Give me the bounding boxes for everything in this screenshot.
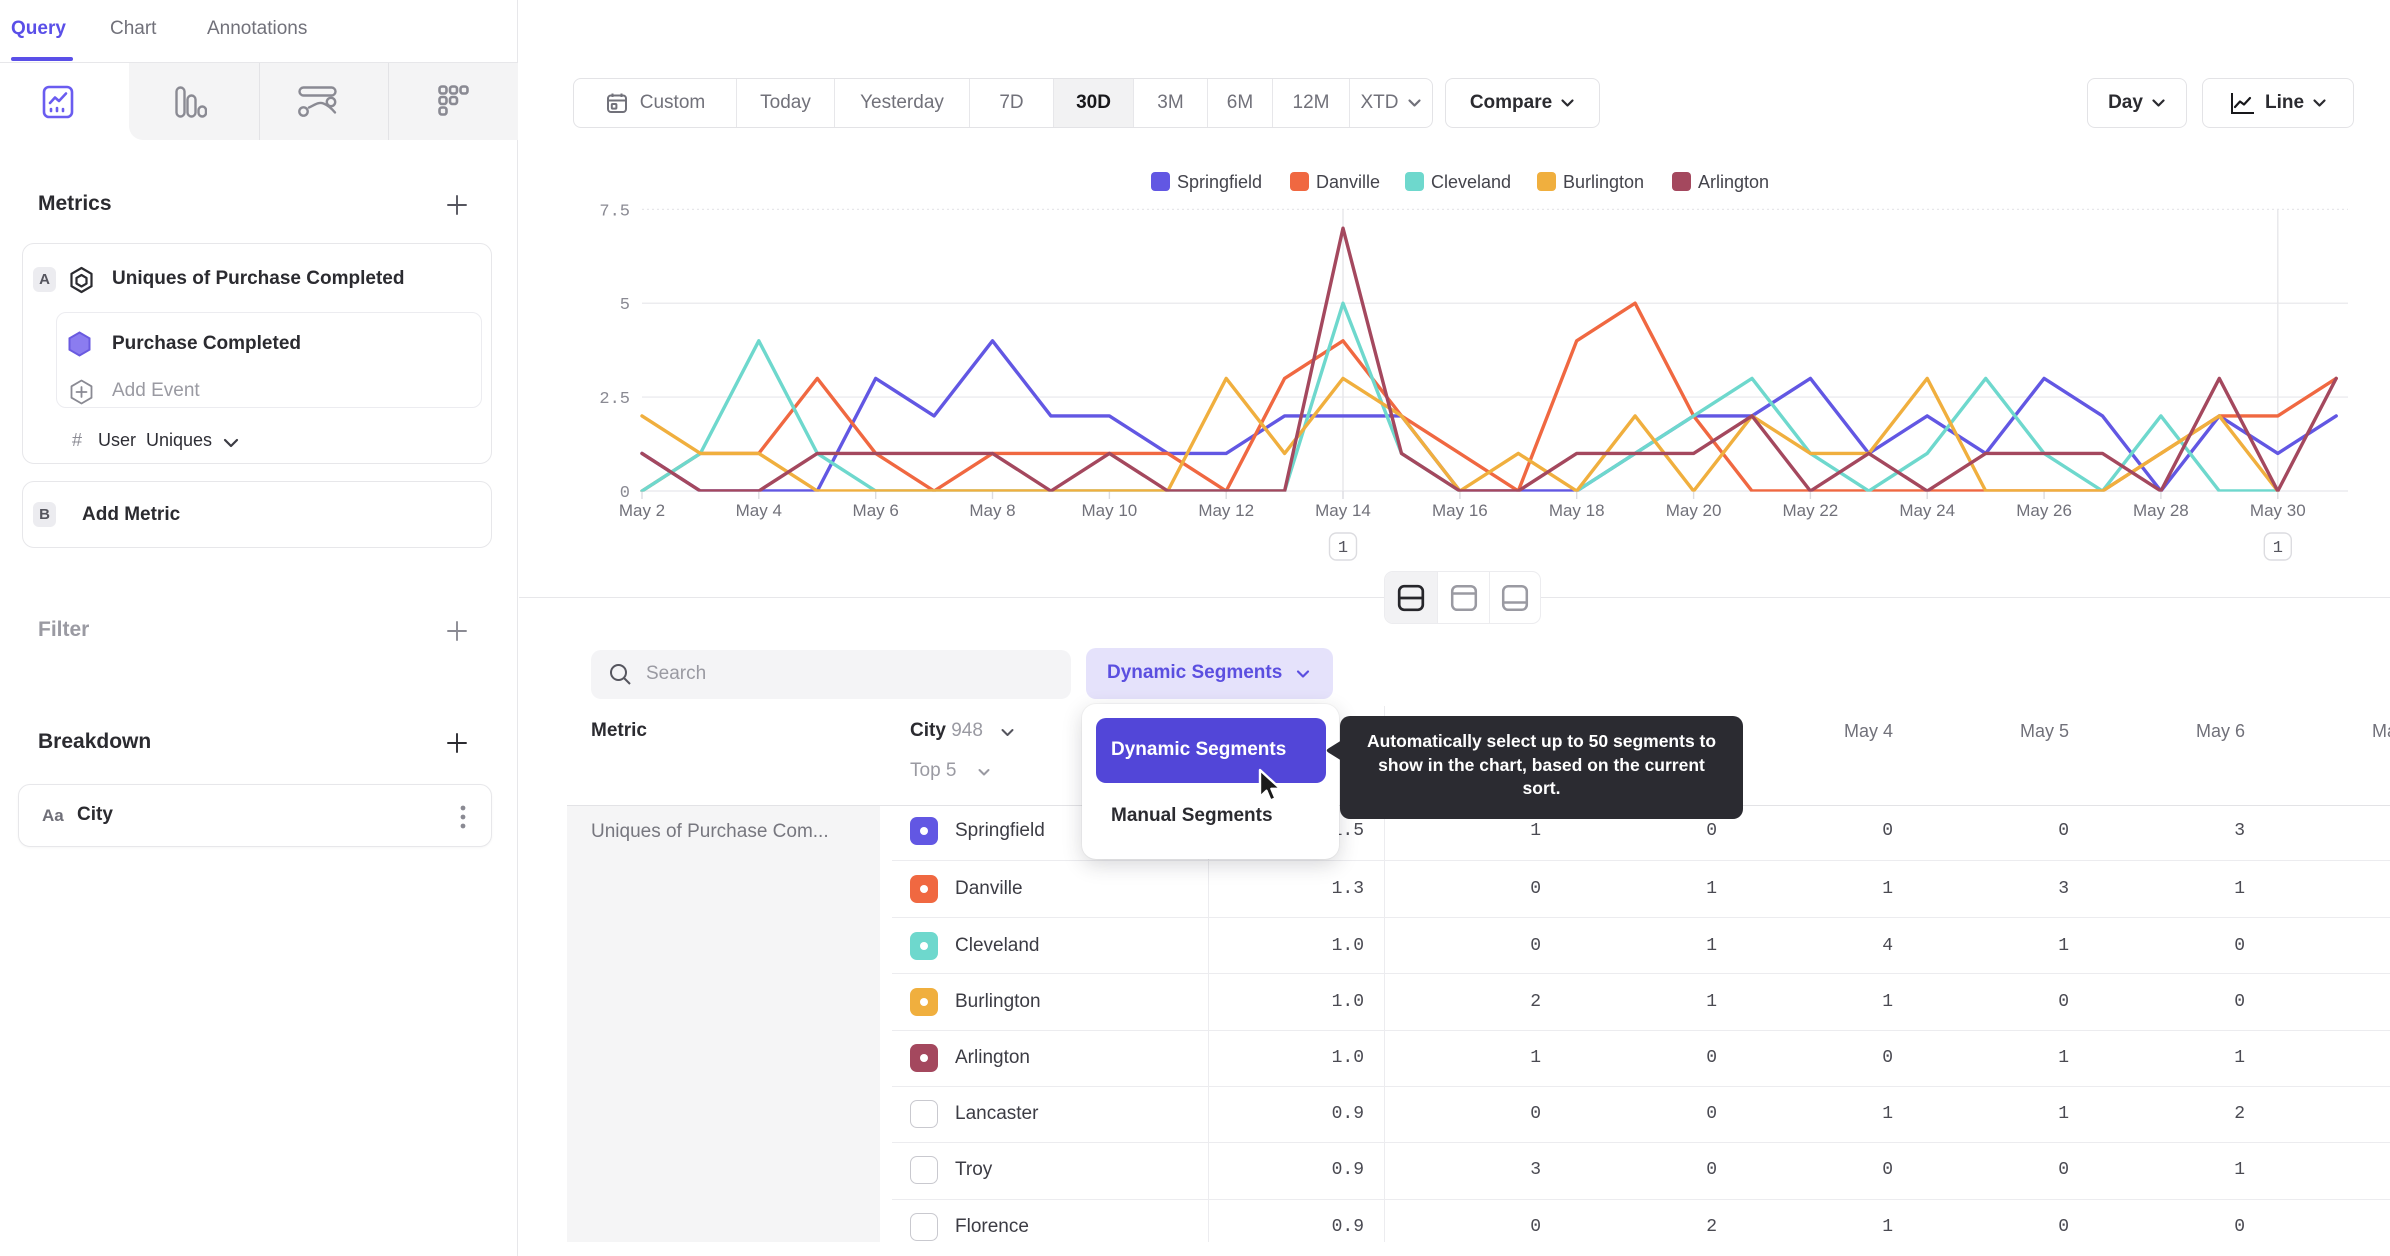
svg-text:May 6: May 6: [853, 501, 899, 520]
svg-text:May 20: May 20: [1666, 501, 1722, 520]
svg-text:1: 1: [1338, 539, 1348, 558]
svg-text:0: 0: [620, 484, 630, 503]
svg-text:2.5: 2.5: [599, 390, 630, 409]
svg-text:May 22: May 22: [1783, 501, 1839, 520]
svg-text:May 24: May 24: [1899, 501, 1955, 520]
svg-text:5: 5: [620, 296, 630, 315]
svg-text:May 16: May 16: [1432, 501, 1488, 520]
svg-text:May 8: May 8: [969, 501, 1015, 520]
svg-text:May 12: May 12: [1198, 501, 1254, 520]
svg-text:May 26: May 26: [2016, 501, 2072, 520]
svg-text:May 14: May 14: [1315, 501, 1371, 520]
svg-text:May 28: May 28: [2133, 501, 2189, 520]
svg-text:1: 1: [2273, 539, 2283, 558]
svg-text:May 18: May 18: [1549, 501, 1605, 520]
svg-text:May 2: May 2: [619, 501, 665, 520]
svg-text:May 30: May 30: [2250, 501, 2306, 520]
svg-text:7.5: 7.5: [599, 202, 630, 221]
svg-text:May 4: May 4: [736, 501, 782, 520]
svg-text:May 10: May 10: [1082, 501, 1138, 520]
